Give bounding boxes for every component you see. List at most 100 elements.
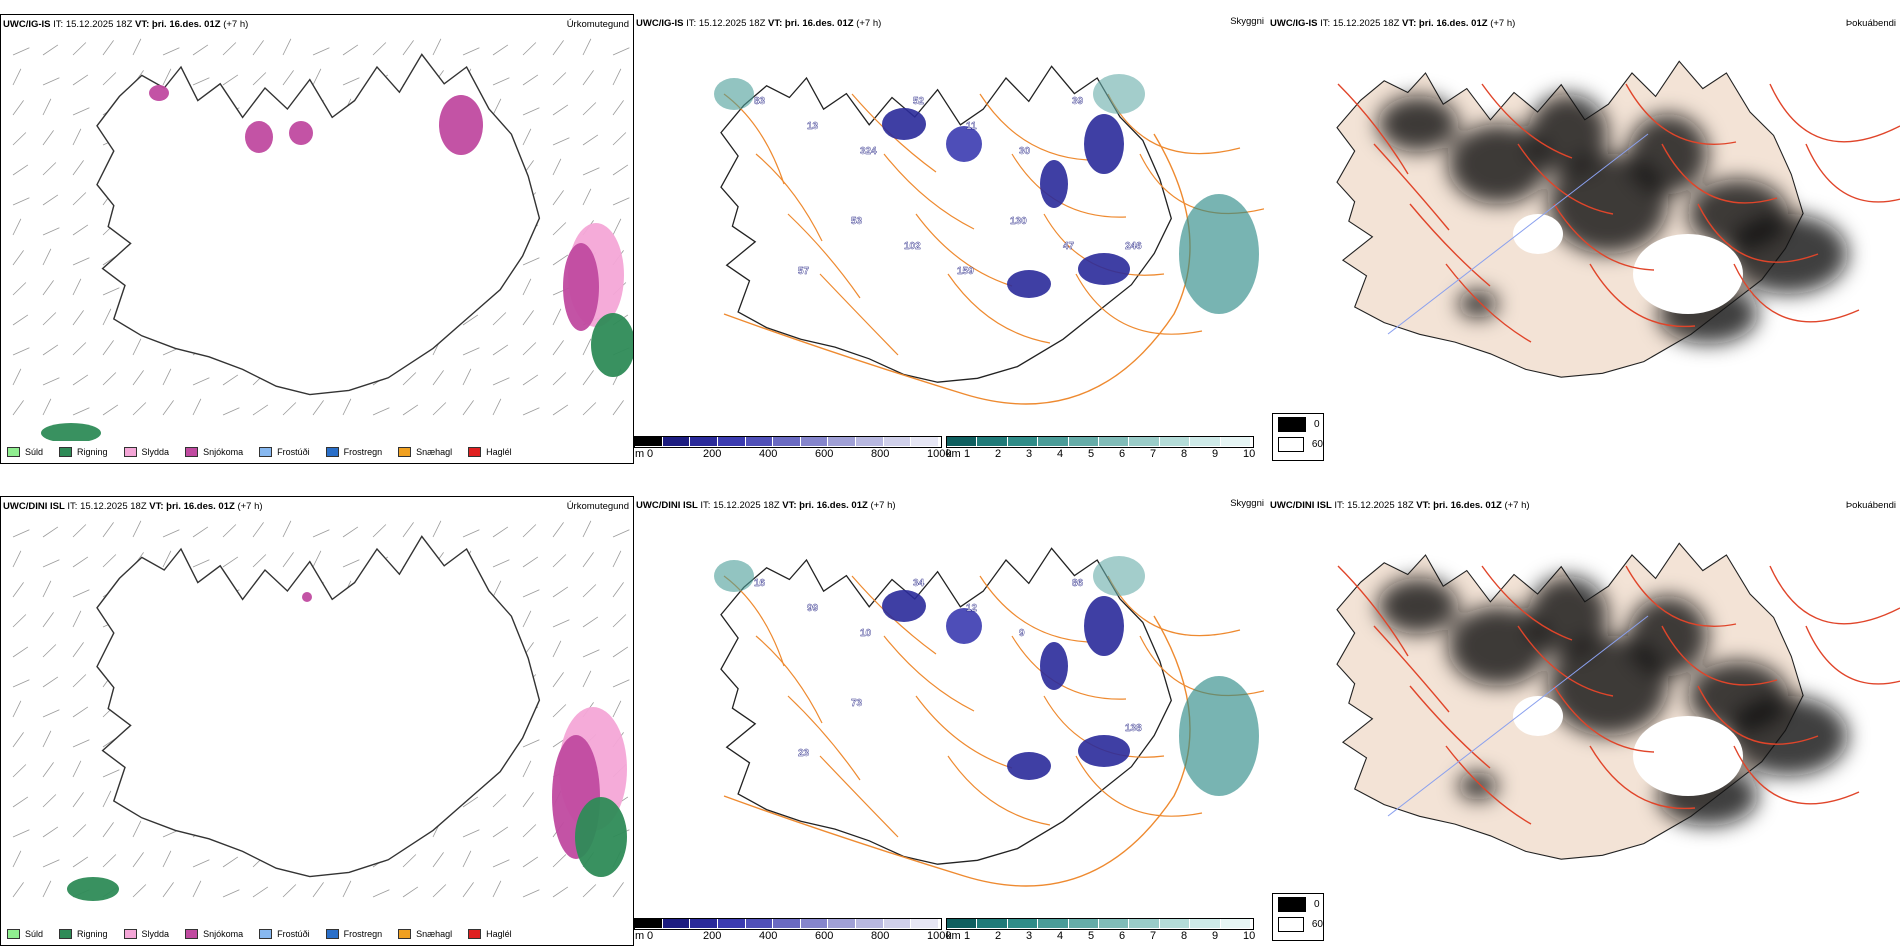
colorbar-segment (1038, 437, 1069, 446)
colorbar-segment (773, 919, 801, 928)
legend-swatch (259, 447, 273, 457)
rain-area (67, 877, 119, 901)
glacier-white (1513, 696, 1563, 736)
legend-swatch (7, 929, 20, 939)
snow-area (563, 243, 599, 331)
road-network (1337, 83, 1900, 343)
colorbar-segment (690, 437, 718, 446)
colorbar-segment (1007, 919, 1039, 928)
colorbar-segment (977, 919, 1008, 928)
colorbar-tick: 3 (1026, 930, 1033, 942)
legend-item-slydda: Slydda (123, 929, 169, 939)
legend-item-frostúði: Frostúði (259, 929, 310, 939)
colorbar-segment (690, 919, 718, 928)
colorbar-tick: 7 (1150, 448, 1157, 460)
low-cloud-area (1078, 735, 1130, 767)
legend-label: Frostúði (277, 447, 310, 457)
colorbar-segment (635, 437, 663, 446)
colorbar-tick: 6 (1119, 448, 1126, 460)
colorbar-tick: 2 (995, 930, 1002, 942)
colorbar-tick: 9 (1212, 930, 1219, 942)
colorbar-tick: 200 (703, 448, 722, 460)
legend-label: Frostregn (343, 929, 383, 939)
legend-label: Snæhagl (416, 447, 453, 457)
colorbar-segment (745, 437, 774, 446)
cloud-map: 16 99 10 34 12 9 86 138 23 73 (714, 547, 1264, 887)
cloud-base-value: 83 (754, 96, 766, 107)
snow-area (439, 95, 483, 155)
panel-header: UWC/DINI ISL IT: 15.12.2025 18Z VT: þri.… (3, 501, 263, 512)
low-cloud-area (1084, 114, 1124, 174)
fog-legend-bottom: 0 60 (1272, 893, 1324, 941)
cloud-base-value: 99 (807, 603, 819, 614)
colorbar-tick: 4 (1057, 448, 1064, 460)
fog-visibility-area (714, 78, 754, 110)
cloud-base-value: 53 (851, 216, 863, 227)
fog-visibility-area (1093, 556, 1145, 596)
colorbar-segment (717, 919, 746, 928)
visibility-unit: km (946, 448, 961, 460)
low-cloud-area (946, 126, 982, 162)
fog-map (1336, 542, 1900, 860)
colorbar-tick: 5 (1088, 448, 1095, 460)
colorbar-segment (635, 919, 663, 928)
low-cloud-area (1040, 642, 1068, 690)
legend-label: Snjókoma (203, 929, 244, 939)
legend-item-snæhagl: Snæhagl (398, 929, 452, 939)
colorbar-segment (828, 919, 857, 928)
cloud-base-value: 9 (1019, 628, 1025, 639)
legend-item-snjókoma: Snjókoma (185, 929, 243, 939)
low-cloud-area (882, 590, 926, 622)
precip-legend: Súld Rigning Slydda Snjókoma Frostúði Frostre… (1, 441, 633, 463)
fog-visibility-area (1179, 194, 1259, 314)
visibility-colorbar (947, 919, 1252, 928)
panel-header: UWC/DINI ISL IT: 15.12.2025 18Z VT: þri.… (636, 500, 896, 511)
legend-item-frostregn: Frostregn (325, 447, 382, 457)
colorbar-tick: 600 (815, 930, 834, 942)
colorbar-segment (856, 919, 884, 928)
panel-header: UWC/IG-IS IT: 15.12.2025 18Z VT: þri. 16… (3, 19, 249, 30)
colorbar-segment (1159, 437, 1191, 446)
legend-swatch (185, 929, 199, 939)
cloud-base-value: 246 (1125, 241, 1142, 252)
legend-swatch (468, 447, 482, 457)
legend-label: Rigning (77, 929, 108, 939)
rain-area (575, 797, 627, 877)
cloud-base-value: 102 (904, 241, 921, 252)
legend-label: Rigning (77, 447, 108, 457)
low-cloud-area (1040, 160, 1068, 208)
legend-swatch (398, 929, 412, 939)
coastline (96, 535, 541, 878)
colorbar-segment (1129, 437, 1160, 446)
colorbar-tick: 800 (871, 448, 890, 460)
visibility-unit: km (946, 930, 961, 942)
legend-swatch (123, 929, 137, 939)
fog-field-title: Þokuábendi (1845, 500, 1896, 511)
cloud-base-colorbar-frame (634, 436, 942, 448)
low-cloud-area (1084, 596, 1124, 656)
snow-area (302, 592, 312, 602)
colorbar-tick: 2 (995, 448, 1002, 460)
cloud-base-value: 47 (1063, 241, 1075, 252)
precip-field-title: Úrkomutegund (566, 501, 629, 512)
colorbar-segment (856, 437, 884, 446)
glacier-white (1513, 214, 1563, 254)
fog-legend-row-white: 60 (1278, 914, 1323, 934)
colorbar-segment (717, 437, 746, 446)
legend-swatch (325, 929, 339, 939)
cloud-field-title: Skyggni (1230, 16, 1264, 27)
cloud-base-value: 86 (1072, 578, 1084, 589)
colorbar-segment (911, 919, 940, 928)
colorbar-tick: 1000 (927, 930, 952, 942)
legend-label: Haglél (486, 929, 512, 939)
coastline (720, 547, 1172, 865)
colorbar-tick: 4 (1057, 930, 1064, 942)
fog-visibility-area (1093, 74, 1145, 114)
colorbar-tick: 3 (1026, 448, 1033, 460)
colorbar-tick: 400 (759, 448, 778, 460)
colorbar-segment (911, 437, 940, 446)
legend-swatch (123, 447, 137, 457)
colorbar-segment (883, 919, 912, 928)
cloud-base-value: 34 (913, 578, 925, 589)
fog-field-title: Þokuábendi (1845, 18, 1896, 29)
